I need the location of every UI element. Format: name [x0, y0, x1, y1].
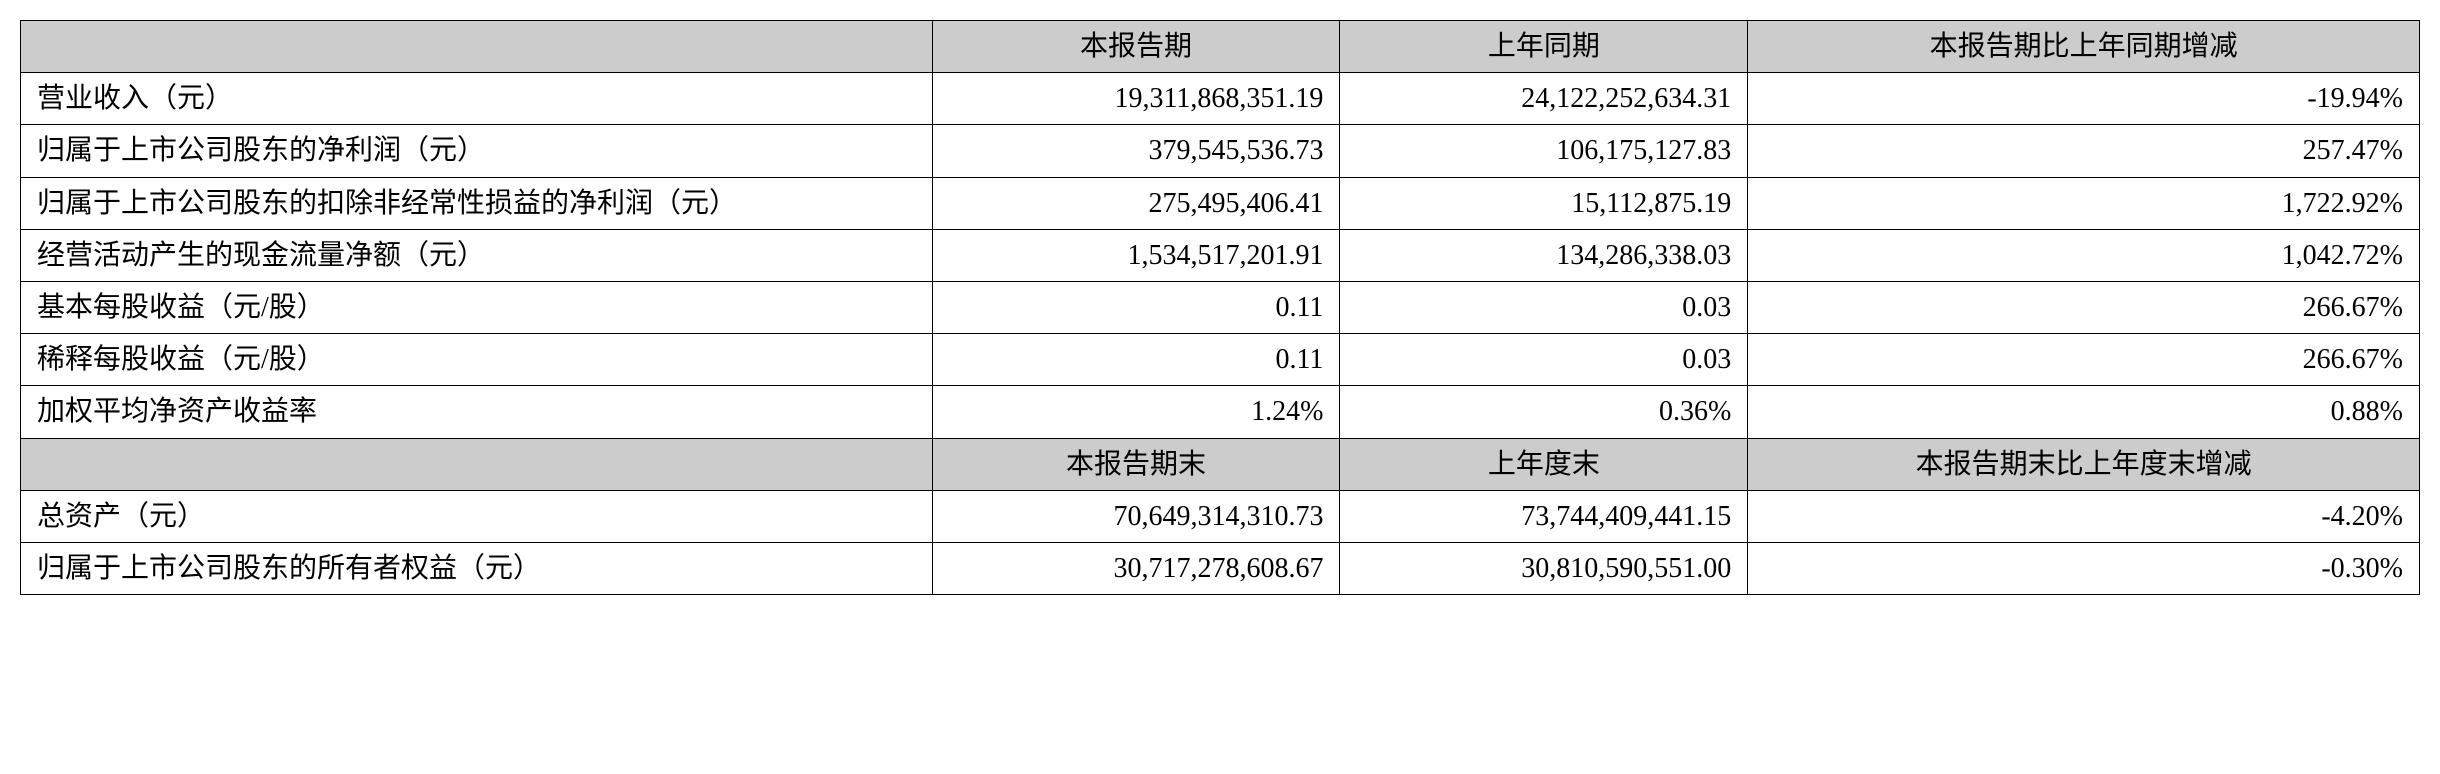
row-label: 归属于上市公司股东的净利润（元） [21, 125, 933, 177]
table-row: 总资产（元） 70,649,314,310.73 73,744,409,441.… [21, 490, 2420, 542]
section1-header-prior: 上年同期 [1340, 21, 1748, 73]
row-current: 0.11 [932, 281, 1340, 333]
row-change: 257.47% [1748, 125, 2420, 177]
row-current: 19,311,868,351.19 [932, 73, 1340, 125]
row-change: 266.67% [1748, 281, 2420, 333]
row-prior: 0.03 [1340, 281, 1748, 333]
table-row: 归属于上市公司股东的净利润（元） 379,545,536.73 106,175,… [21, 125, 2420, 177]
table-row: 加权平均净资产收益率 1.24% 0.36% 0.88% [21, 386, 2420, 438]
row-prior: 134,286,338.03 [1340, 229, 1748, 281]
row-label: 归属于上市公司股东的所有者权益（元） [21, 542, 933, 594]
section1-header-change: 本报告期比上年同期增减 [1748, 21, 2420, 73]
row-label: 基本每股收益（元/股） [21, 281, 933, 333]
table-body: 本报告期 上年同期 本报告期比上年同期增减 营业收入（元） 19,311,868… [21, 21, 2420, 595]
table-row: 经营活动产生的现金流量净额（元） 1,534,517,201.91 134,28… [21, 229, 2420, 281]
row-current: 275,495,406.41 [932, 177, 1340, 229]
row-change: 1,722.92% [1748, 177, 2420, 229]
financial-table: 本报告期 上年同期 本报告期比上年同期增减 营业收入（元） 19,311,868… [20, 20, 2420, 595]
row-current: 1,534,517,201.91 [932, 229, 1340, 281]
row-current: 30,717,278,608.67 [932, 542, 1340, 594]
row-change: 0.88% [1748, 386, 2420, 438]
section2-header-change: 本报告期末比上年度末增减 [1748, 438, 2420, 490]
row-change: -19.94% [1748, 73, 2420, 125]
section2-header-current: 本报告期末 [932, 438, 1340, 490]
row-current: 0.11 [932, 334, 1340, 386]
table-row: 稀释每股收益（元/股） 0.11 0.03 266.67% [21, 334, 2420, 386]
row-label: 归属于上市公司股东的扣除非经常性损益的净利润（元） [21, 177, 933, 229]
table-row: 归属于上市公司股东的扣除非经常性损益的净利润（元） 275,495,406.41… [21, 177, 2420, 229]
row-label: 加权平均净资产收益率 [21, 386, 933, 438]
section2-header-row: 本报告期末 上年度末 本报告期末比上年度末增减 [21, 438, 2420, 490]
row-prior: 15,112,875.19 [1340, 177, 1748, 229]
row-label: 稀释每股收益（元/股） [21, 334, 933, 386]
table-row: 归属于上市公司股东的所有者权益（元） 30,717,278,608.67 30,… [21, 542, 2420, 594]
table-row: 基本每股收益（元/股） 0.11 0.03 266.67% [21, 281, 2420, 333]
row-current: 379,545,536.73 [932, 125, 1340, 177]
section1-header-blank [21, 21, 933, 73]
row-change: -0.30% [1748, 542, 2420, 594]
row-prior: 0.36% [1340, 386, 1748, 438]
row-prior: 24,122,252,634.31 [1340, 73, 1748, 125]
row-prior: 106,175,127.83 [1340, 125, 1748, 177]
section2-header-blank [21, 438, 933, 490]
row-label: 营业收入（元） [21, 73, 933, 125]
section1-header-current: 本报告期 [932, 21, 1340, 73]
row-prior: 30,810,590,551.00 [1340, 542, 1748, 594]
row-label: 经营活动产生的现金流量净额（元） [21, 229, 933, 281]
row-change: 1,042.72% [1748, 229, 2420, 281]
row-prior: 0.03 [1340, 334, 1748, 386]
table-row: 营业收入（元） 19,311,868,351.19 24,122,252,634… [21, 73, 2420, 125]
row-current: 1.24% [932, 386, 1340, 438]
row-change: 266.67% [1748, 334, 2420, 386]
section2-header-prior: 上年度末 [1340, 438, 1748, 490]
row-change: -4.20% [1748, 490, 2420, 542]
row-current: 70,649,314,310.73 [932, 490, 1340, 542]
row-prior: 73,744,409,441.15 [1340, 490, 1748, 542]
section1-header-row: 本报告期 上年同期 本报告期比上年同期增减 [21, 21, 2420, 73]
row-label: 总资产（元） [21, 490, 933, 542]
